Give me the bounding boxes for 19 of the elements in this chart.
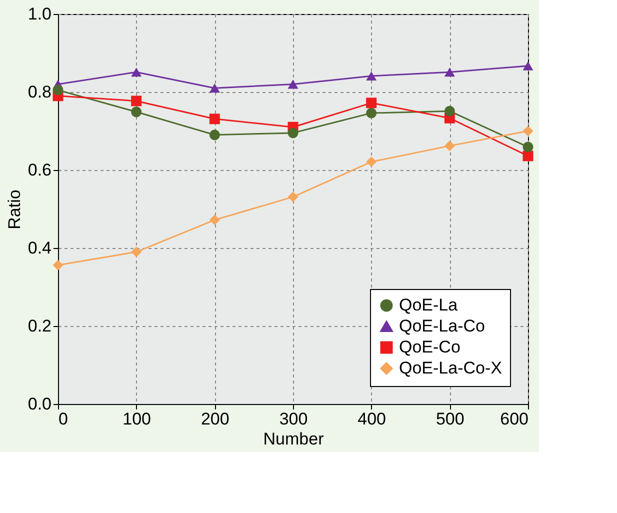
x-tick-label: 600: [500, 410, 528, 428]
y-tick-label: 0.0: [28, 394, 52, 414]
x-tick-label: 0: [58, 410, 68, 428]
y-tick-label: 0.4: [28, 238, 52, 258]
x-tick-label: 100: [122, 410, 152, 428]
x-tick-label: 300: [279, 410, 308, 428]
y-tick-label: 1.0: [28, 4, 52, 24]
y-tick-label: 0.6: [28, 160, 52, 180]
x-tick-label: 500: [436, 410, 464, 428]
legend-label: QoE-La-Co-X: [399, 358, 502, 378]
x-axis-title: Number: [263, 430, 324, 448]
legend-label: QoE-Co: [399, 338, 460, 356]
x-tick-label: 200: [200, 410, 230, 428]
y-tick-label: 0.2: [28, 316, 52, 336]
legend-label: QoE-La-Co: [399, 316, 485, 336]
y-axis-title: Ratio: [4, 190, 24, 230]
y-tick-label: 0.8: [28, 82, 52, 102]
x-tick-label: 400: [358, 410, 386, 428]
legend-label: QoE-La: [399, 296, 458, 314]
